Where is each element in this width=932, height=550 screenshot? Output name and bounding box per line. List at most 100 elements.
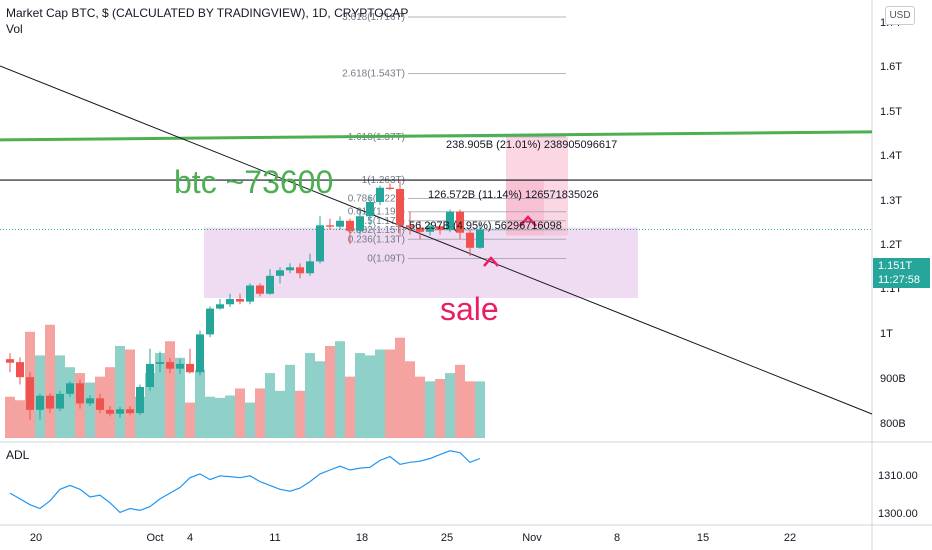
last-price: 1.151T: [878, 260, 913, 272]
time-axis: 20 Oct 4 11 18 25 Nov 8 15 22: [30, 532, 796, 544]
time-tick: Nov: [522, 532, 542, 544]
volume-bar: [425, 381, 435, 438]
candle-body: [406, 225, 414, 228]
adl-tick: 1300.00: [878, 508, 918, 520]
volume-bar: [205, 396, 215, 438]
candle-body: [256, 285, 264, 294]
measure-label-1: 238.905B (21.01%) 238905096617: [446, 139, 617, 151]
volume-bar: [445, 373, 455, 438]
green-resistance-line: [0, 130, 873, 142]
volume-bar: [415, 376, 425, 438]
candle-body: [146, 363, 154, 388]
candle-body: [86, 398, 94, 404]
adl-tick: 1310.00: [878, 470, 918, 482]
fib-label: 0.382(1.15T): [348, 225, 405, 236]
candle-body: [26, 377, 34, 410]
volume-bar: [245, 402, 255, 438]
candle-body: [166, 362, 174, 369]
candle-body: [396, 188, 404, 226]
candle-body: [276, 270, 284, 276]
price-tick: 1.4T: [880, 150, 902, 162]
candle-body: [476, 229, 484, 248]
adl-indicator-label: ADL: [6, 448, 30, 462]
time-tick: Oct: [146, 532, 163, 544]
volume-bar: [475, 381, 485, 438]
volume-bar: [395, 337, 405, 438]
volume-bar: [355, 353, 365, 438]
volume-bar: [315, 361, 325, 438]
candle-body: [456, 211, 464, 233]
volume-bar: [435, 379, 445, 438]
volume-bar: [225, 395, 235, 438]
candle-body: [346, 220, 354, 231]
candle-body: [196, 334, 204, 373]
currency-button[interactable]: USD: [885, 6, 915, 25]
price-tick: 1.5T: [880, 106, 902, 118]
volume-bar: [275, 390, 285, 438]
candle-body: [136, 387, 144, 414]
candle-body: [156, 362, 164, 364]
price-tick: 800B: [880, 418, 906, 430]
volume-bar: [235, 388, 245, 438]
candle-body: [186, 363, 194, 373]
trend-lines-layer: [0, 65, 873, 415]
target-zone-inner: [506, 180, 544, 236]
volume-bar: [465, 381, 475, 438]
volume-bar: [115, 345, 125, 438]
candle-body: [6, 359, 14, 363]
candle-body: [76, 383, 84, 404]
volume-bar: [125, 349, 135, 438]
volume-bar: [325, 345, 335, 438]
fib-label: 0(1.09T): [367, 253, 405, 264]
candle-body: [36, 395, 44, 410]
sale-annotation: sale: [440, 291, 499, 327]
time-tick: 22: [784, 532, 796, 544]
candle-body: [366, 202, 374, 217]
candle-body: [316, 225, 324, 262]
volume-bar: [85, 382, 95, 438]
price-axis: 1.7T 1.6T 1.5T 1.4T 1.3T 1.2T 1.1T 1T 90…: [880, 17, 906, 430]
candle-body: [56, 393, 64, 409]
candle-body: [16, 362, 24, 378]
price-tick: 1.3T: [880, 195, 902, 207]
time-tick: 18: [356, 532, 368, 544]
candle-body: [126, 409, 134, 414]
candle-body: [446, 211, 454, 230]
volume-bar: [345, 376, 355, 438]
candle-body: [326, 225, 334, 227]
volume-bar: [175, 357, 185, 438]
measure-label-3: 56.297B (4.95%) 56296716098: [409, 220, 562, 232]
candle-body: [116, 409, 124, 414]
fib-label: 3.618(1.716T): [342, 12, 405, 23]
candle-body: [236, 298, 244, 302]
candle-body: [216, 304, 224, 309]
adl-layer: [9, 450, 481, 514]
time-tick: 4: [187, 532, 193, 544]
candle-body: [306, 261, 314, 274]
fib-label: 0.618(1.19T): [348, 207, 405, 218]
level-annotation: btc ~73600: [174, 164, 333, 200]
time-tick: 25: [441, 532, 453, 544]
price-tick: 1.6T: [880, 61, 902, 73]
volume-bar: [265, 373, 275, 438]
fib-label: 2.618(1.543T): [342, 69, 405, 80]
volume-bar: [215, 397, 225, 438]
bar-countdown: 11:27:58: [878, 274, 921, 286]
candle-body: [436, 226, 444, 230]
measure-label-2: 126.572B (11.14%) 126571835026: [428, 189, 598, 201]
candle-body: [336, 220, 344, 227]
time-tick: 8: [614, 532, 620, 544]
zones-layer: [204, 136, 638, 298]
time-tick: 11: [269, 532, 280, 544]
volume-bar: [365, 355, 375, 438]
candle-body: [466, 232, 474, 248]
price-tick: 1.2T: [880, 239, 902, 251]
volume-bar: [305, 353, 315, 438]
volume-bar: [375, 349, 385, 438]
price-tick: 1T: [880, 328, 893, 340]
candle-body: [376, 187, 384, 203]
candle-body: [286, 267, 294, 271]
volume-bar: [15, 400, 25, 438]
volume-bar: [145, 373, 155, 438]
